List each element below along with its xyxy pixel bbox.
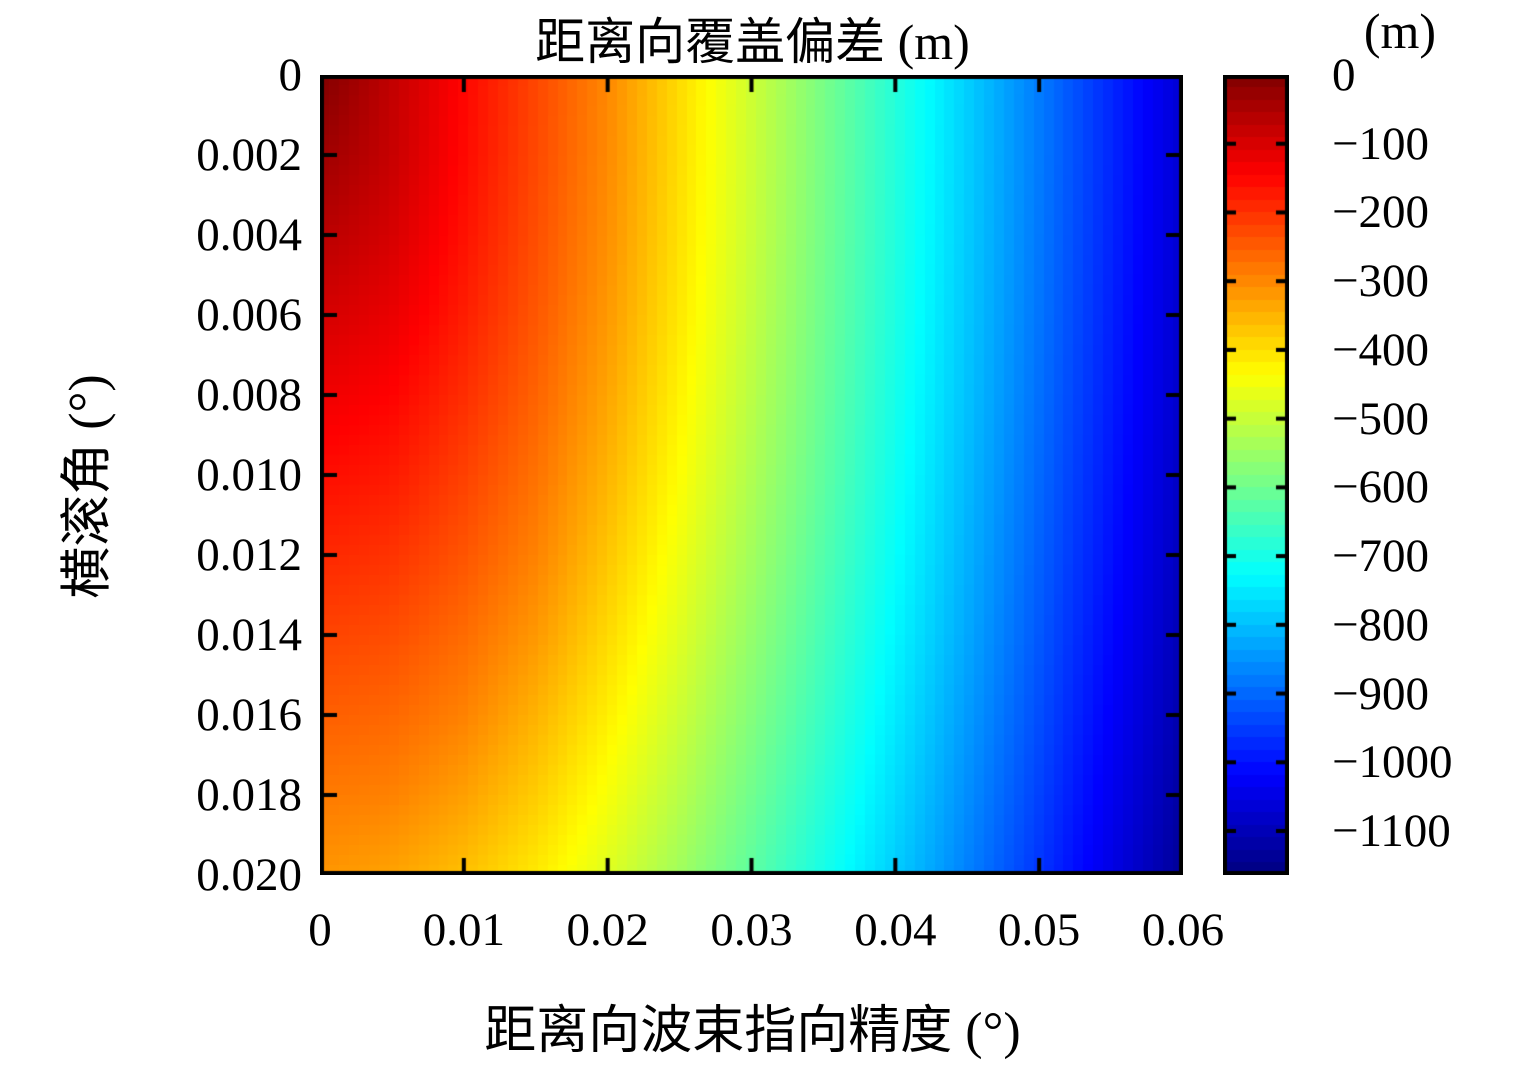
colorbar-tick-label: −500 <box>1332 392 1430 445</box>
colorbar-tick-label: −700 <box>1332 530 1430 583</box>
colorbar-tick-label: −900 <box>1332 667 1430 720</box>
heatmap-canvas <box>320 75 1183 875</box>
colorbar-tick-label: 0 <box>1332 49 1356 101</box>
x-axis-label: 距离向波束指向精度 (°) <box>484 1003 1021 1060</box>
x-tick-label: 0.04 <box>854 904 937 956</box>
colorbar-tick-label: −100 <box>1332 117 1430 170</box>
colorbar-canvas <box>1223 75 1289 875</box>
colorbar-tick-label: −800 <box>1332 598 1430 651</box>
y-tick-label: 0.006 <box>196 289 302 341</box>
y-tick-label: 0 <box>278 49 303 101</box>
y-tick-label: 0.016 <box>196 689 302 741</box>
y-axis-label: 横滚角 (°) <box>59 374 117 599</box>
y-tick-label: 0.002 <box>196 129 302 181</box>
y-tick-label: 0.012 <box>196 529 302 581</box>
y-tick-label: 0.010 <box>196 449 302 501</box>
y-tick-label: 0.020 <box>196 849 302 901</box>
colorbar-tick-label: −400 <box>1332 323 1430 376</box>
x-tick-label: 0.02 <box>566 904 649 956</box>
y-tick-label: 0.004 <box>196 209 302 261</box>
colorbar-tick-label: −1100 <box>1332 805 1451 857</box>
colorbar-tick-label: −1000 <box>1332 736 1453 789</box>
x-tick-label: 0.01 <box>422 904 505 956</box>
colorbar-tick-label: −600 <box>1332 461 1430 514</box>
x-tick-label: 0.06 <box>1141 904 1225 956</box>
colorbar-tick-label: −200 <box>1332 186 1430 239</box>
x-tick-label: 0.05 <box>998 904 1081 956</box>
y-tick-label: 0.014 <box>196 609 302 661</box>
x-tick-label: 0 <box>308 904 332 956</box>
y-tick-label: 0.018 <box>196 769 302 821</box>
chart-title: 距离向覆盖偏差 (m) <box>535 14 970 70</box>
colorbar-tick-label: −300 <box>1332 255 1430 308</box>
y-tick-label: 0.008 <box>196 369 302 421</box>
x-tick-label: 0.03 <box>710 904 793 956</box>
colorbar-unit-label: (m) <box>1363 3 1437 59</box>
